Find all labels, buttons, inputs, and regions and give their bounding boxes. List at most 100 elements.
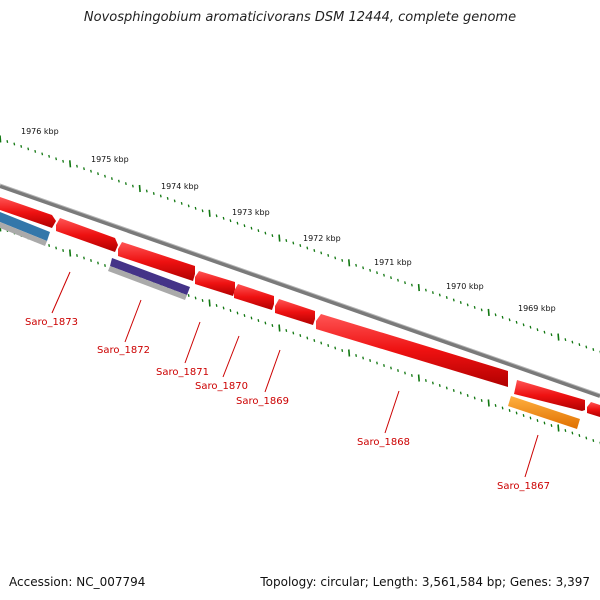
inner-tick bbox=[278, 324, 281, 332]
inner-tick bbox=[536, 419, 539, 422]
outer-tick bbox=[592, 348, 595, 351]
outer-tick bbox=[76, 164, 78, 168]
outer-tick bbox=[222, 216, 225, 220]
outer-tick bbox=[306, 246, 309, 250]
genome-summary-text: Topology: circular; Length: 3,561,584 bp… bbox=[260, 575, 590, 589]
inner-tick bbox=[355, 354, 358, 357]
outer-tick bbox=[117, 179, 120, 183]
kbp-label-1971: 1971 kbp bbox=[374, 258, 412, 267]
inner-tick bbox=[341, 349, 344, 352]
outer-tick bbox=[271, 234, 274, 238]
outer-tick bbox=[180, 201, 183, 205]
inner-tick bbox=[508, 409, 511, 412]
outer-tick bbox=[390, 276, 392, 280]
outer-tick bbox=[438, 293, 441, 297]
outer-tick bbox=[62, 159, 65, 163]
kbp-label-1975: 1975 kbp bbox=[91, 155, 129, 164]
outer-tick bbox=[543, 330, 546, 334]
inner-tick bbox=[362, 356, 365, 360]
kbp-label-1973: 1973 kbp bbox=[232, 208, 270, 217]
genome-backbone-highlight bbox=[0, 183, 600, 395]
inner-tick bbox=[438, 384, 441, 387]
outer-tick bbox=[327, 253, 330, 257]
outer-tick bbox=[0, 135, 2, 143]
genome-backbone bbox=[0, 184, 600, 398]
inner-tick bbox=[431, 381, 434, 385]
inner-tick bbox=[417, 374, 420, 382]
inner-tick bbox=[229, 309, 232, 312]
inner-tick bbox=[292, 331, 295, 335]
outer-tick bbox=[299, 244, 302, 247]
outer-tick bbox=[285, 239, 288, 242]
outer-tick bbox=[41, 152, 44, 156]
outer-tick bbox=[564, 338, 567, 342]
gene-label-saro-1872: Saro_1872 bbox=[97, 345, 150, 356]
inner-tick bbox=[376, 361, 378, 365]
gene-saro-1869[interactable] bbox=[275, 299, 315, 325]
outer-tick bbox=[508, 318, 511, 322]
inner-tick bbox=[83, 256, 85, 260]
gene-saro-1867[interactable] bbox=[514, 380, 585, 411]
purple-feature[interactable] bbox=[110, 258, 190, 295]
outer-tick bbox=[369, 268, 372, 272]
inner-tick bbox=[97, 261, 99, 265]
inner-tick bbox=[459, 391, 462, 395]
outer-tick bbox=[550, 333, 553, 337]
outer-tick bbox=[417, 284, 420, 292]
gene-label-saro-1873: Saro_1873 bbox=[25, 317, 78, 328]
outer-tick bbox=[278, 234, 281, 242]
outer-tick bbox=[397, 278, 399, 282]
gray-feature-mid[interactable] bbox=[108, 266, 187, 300]
inner-tick bbox=[585, 436, 588, 440]
blue-feature[interactable] bbox=[0, 212, 50, 241]
inner-tick bbox=[557, 424, 560, 432]
inner-tick bbox=[222, 306, 225, 310]
gene-saro-1870[interactable] bbox=[234, 284, 274, 310]
leader-line-saro-1870 bbox=[222, 335, 240, 378]
outer-tick bbox=[250, 226, 253, 230]
outer-tick bbox=[257, 229, 260, 233]
outer-tick bbox=[578, 343, 581, 347]
inner-tick bbox=[564, 429, 567, 432]
kbp-label-1970: 1970 kbp bbox=[446, 282, 484, 291]
outer-tick bbox=[55, 157, 58, 161]
gene-saro-1873[interactable] bbox=[56, 218, 118, 252]
gray-feature-left[interactable] bbox=[0, 222, 47, 246]
inner-tick bbox=[257, 319, 260, 322]
inner-tick bbox=[410, 374, 413, 377]
inner-tick bbox=[264, 321, 267, 325]
outer-tick bbox=[383, 273, 385, 277]
outer-tick bbox=[424, 288, 427, 292]
kbp-label-1972: 1972 kbp bbox=[303, 234, 341, 243]
outer-tick bbox=[334, 256, 337, 260]
inner-tick bbox=[369, 359, 372, 362]
kbp-label-1974: 1974 kbp bbox=[161, 182, 199, 191]
outer-tick bbox=[194, 206, 197, 210]
inner-tick bbox=[236, 311, 239, 315]
gene-label-saro-1870: Saro_1870 bbox=[195, 381, 248, 392]
kbp-label-1969: 1969 kbp bbox=[518, 304, 556, 313]
gene-saro-1868[interactable] bbox=[316, 314, 508, 387]
orange-feature[interactable] bbox=[508, 396, 580, 429]
outer-tick bbox=[13, 142, 16, 146]
inner-tick bbox=[501, 406, 504, 410]
outer-tick bbox=[571, 340, 574, 344]
gene-saro-1872[interactable] bbox=[118, 242, 195, 281]
inner-tick bbox=[201, 299, 204, 302]
gene-label-saro-1871: Saro_1871 bbox=[156, 367, 209, 378]
leader-line-saro-1871 bbox=[184, 321, 201, 364]
outer-tick bbox=[292, 241, 295, 245]
outer-tick bbox=[208, 209, 211, 217]
inner-tick bbox=[187, 294, 190, 297]
outer-tick bbox=[6, 140, 9, 143]
inner-tick bbox=[90, 259, 92, 262]
gene-left-edge[interactable] bbox=[0, 197, 56, 228]
inner-tick bbox=[55, 246, 58, 250]
outer-tick bbox=[320, 251, 323, 255]
inner-tick bbox=[578, 434, 581, 437]
outer-tick bbox=[69, 160, 72, 168]
inner-tick bbox=[208, 299, 211, 307]
gene-right-edge[interactable] bbox=[587, 402, 600, 417]
gene-saro-1871[interactable] bbox=[195, 271, 235, 296]
outer-tick bbox=[362, 266, 365, 270]
